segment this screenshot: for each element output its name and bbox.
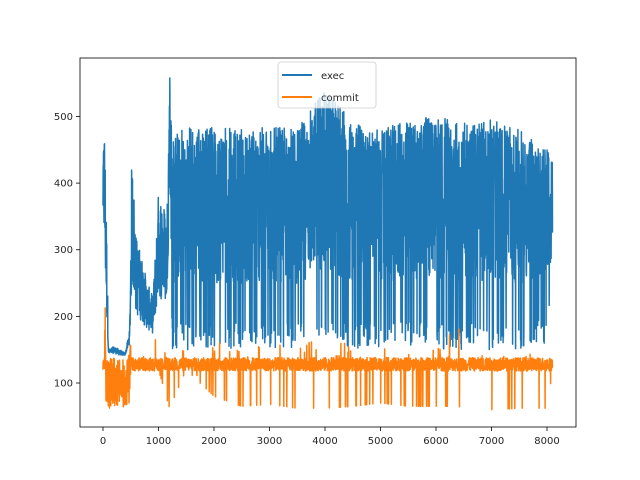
y-tick-label: 300 [54,245,73,256]
axes-frame [79,57,577,428]
x-tick-label: 7000 [479,436,504,447]
legend-exec-label: exec [321,71,344,82]
commit-series-line [102,307,554,411]
y-tick-label: 400 [54,179,73,190]
x-tick-label: 8000 [534,436,559,447]
x-tick-label: 6000 [423,436,448,447]
y-tick-label: 100 [54,379,73,390]
y-tick-label: 500 [54,112,73,123]
x-tick-label: 2000 [201,436,226,447]
y-axis: 100 200 300 400 500 [54,112,80,390]
x-tick-label: 1000 [146,436,171,447]
x-tick-label: 4000 [312,436,337,447]
y-tick-label: 200 [54,312,73,323]
legend-commit-label: commit [321,93,359,104]
x-tick-label: 3000 [257,436,282,447]
x-tick-label: 5000 [368,436,393,447]
commit-line [102,307,554,411]
x-axis: 0 1000 2000 3000 4000 5000 6000 7000 8000 [100,427,560,447]
legend: exec commit [277,61,377,109]
x-tick-label: 0 [100,436,106,447]
